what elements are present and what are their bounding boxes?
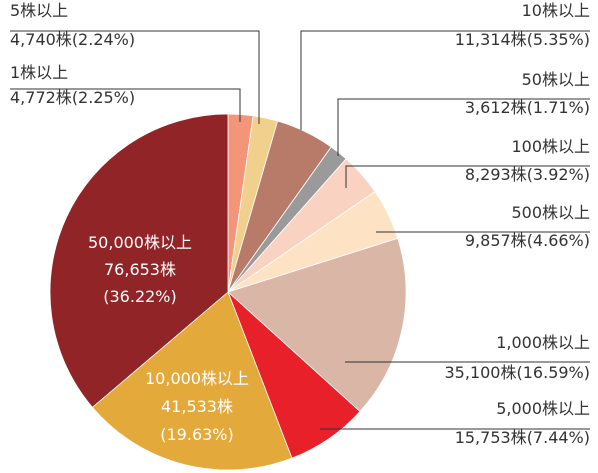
- slice-value: 4,772株: [10, 88, 72, 107]
- slice-value-text: 15,753株(7.44%): [455, 428, 590, 447]
- slice-percent: (2.25%): [72, 88, 135, 107]
- slice-label: 10株以上: [522, 1, 590, 20]
- slice-value: 76,653株: [104, 260, 176, 279]
- pie-slice: [49, 113, 229, 408]
- slice-label: 1株以上: [10, 63, 68, 82]
- slice-percent: (3.92%): [527, 165, 590, 184]
- slice-value: 9,857株: [465, 231, 527, 250]
- leader-line: [10, 88, 241, 122]
- slice-label: 100株以上: [511, 137, 590, 156]
- leader-line: [337, 98, 590, 156]
- slice-value: 35,100株: [445, 363, 517, 382]
- leader-line: [10, 30, 260, 124]
- slice-percent: (5.35%): [527, 30, 590, 49]
- slice-label: 10,000株以上: [145, 369, 249, 388]
- slice-label: 500株以上: [511, 203, 590, 222]
- slice-label: 50,000株以上: [88, 233, 192, 252]
- slice-label: 1,000株以上: [496, 333, 590, 352]
- slice-value-text: 9,857株(4.66%): [465, 231, 590, 250]
- slice-percent: (16.59%): [517, 363, 591, 382]
- slice-value: 15,753株: [455, 428, 527, 447]
- slice-value-text: 4,772株(2.25%): [10, 88, 135, 107]
- slice-percent: (4.66%): [527, 231, 590, 250]
- slice-value-text: 8,293株(3.92%): [465, 165, 590, 184]
- slice-percent: (2.24%): [72, 30, 135, 49]
- slice-value-text: 4,740株(2.24%): [10, 30, 135, 49]
- slice-percent: (1.71%): [527, 98, 590, 117]
- leader-line: [300, 30, 590, 130]
- pie-slice: [227, 237, 407, 413]
- slice-value-text: 11,314株(5.35%): [455, 30, 590, 49]
- slice-label: 50株以上: [522, 70, 590, 89]
- slice-value: 11,314株: [455, 30, 527, 49]
- slice-label: 5,000株以上: [496, 399, 590, 418]
- slice-value: 41,533株: [161, 397, 233, 416]
- slice-value: 4,740株: [10, 30, 72, 49]
- slice-value-text: 3,612株(1.71%): [465, 98, 590, 117]
- slice-value-text: 35,100株(16.59%): [445, 363, 591, 382]
- slice-percent: (36.22%): [103, 287, 177, 306]
- slice-percent: (19.63%): [160, 425, 234, 444]
- slice-percent: (7.44%): [527, 428, 590, 447]
- slice-label: 5株以上: [10, 1, 68, 20]
- slice-value: 8,293株: [465, 165, 527, 184]
- pie-slice: [91, 291, 293, 471]
- leader-line: [345, 165, 590, 188]
- slice-value: 3,612株: [465, 98, 527, 117]
